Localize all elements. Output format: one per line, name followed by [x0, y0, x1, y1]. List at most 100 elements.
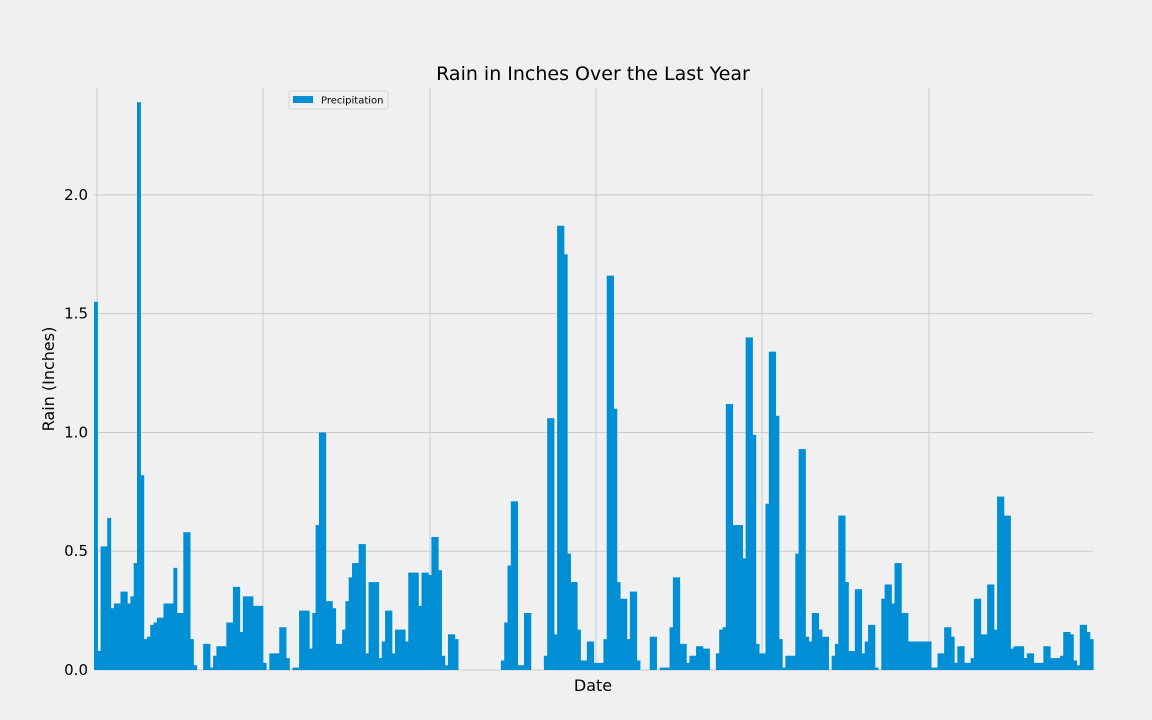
bar — [226, 622, 231, 670]
bar — [325, 601, 330, 670]
bar — [411, 572, 416, 670]
bar — [361, 544, 366, 670]
bar — [507, 565, 512, 670]
bar — [785, 655, 790, 670]
bar — [699, 646, 704, 670]
bar — [391, 653, 396, 670]
bar — [967, 662, 972, 670]
bar — [904, 612, 909, 670]
bar — [408, 572, 413, 670]
bar — [907, 641, 912, 670]
bar — [725, 403, 730, 670]
bar — [338, 643, 343, 670]
bar — [381, 641, 386, 670]
bar — [312, 612, 317, 670]
bar — [729, 403, 734, 670]
bar — [881, 598, 886, 670]
bar — [768, 351, 773, 670]
bar — [547, 418, 552, 670]
bar — [94, 301, 98, 670]
bar — [619, 598, 624, 670]
bar — [1046, 646, 1051, 670]
bar — [633, 591, 638, 670]
bar — [385, 610, 390, 670]
bar — [302, 610, 307, 670]
bar — [110, 608, 115, 670]
bar — [371, 582, 376, 670]
bar — [130, 596, 135, 670]
bar — [944, 627, 949, 670]
bar — [345, 601, 350, 670]
bar — [649, 636, 654, 670]
bar — [848, 651, 853, 670]
bar — [428, 574, 433, 670]
bar — [715, 653, 720, 670]
bar — [365, 653, 370, 670]
bar — [441, 655, 446, 670]
bar — [821, 636, 826, 670]
bar — [216, 646, 221, 670]
bar — [520, 665, 525, 670]
bar — [934, 667, 939, 670]
bar — [292, 667, 297, 670]
bar — [782, 667, 786, 670]
bar — [1010, 648, 1015, 670]
bar — [636, 660, 641, 670]
bar — [1020, 646, 1025, 670]
bar — [249, 596, 254, 670]
bar — [735, 525, 740, 670]
bar — [146, 636, 151, 670]
bar — [911, 641, 915, 670]
bar — [153, 622, 158, 670]
bar — [610, 275, 614, 670]
bar — [1006, 515, 1011, 670]
bar — [401, 629, 406, 670]
bar — [596, 662, 601, 670]
bar — [348, 577, 353, 670]
bar — [424, 572, 429, 670]
bar — [550, 418, 555, 670]
bar — [1056, 658, 1061, 670]
bar — [107, 517, 112, 670]
bar — [500, 660, 505, 670]
bar — [524, 612, 528, 670]
bar — [514, 501, 519, 670]
bar — [937, 653, 942, 670]
bar — [748, 337, 753, 670]
bar — [113, 603, 118, 670]
bar — [127, 603, 131, 670]
bar — [1026, 653, 1031, 670]
bar — [318, 432, 323, 670]
legend-box — [288, 90, 389, 110]
bar — [117, 603, 122, 670]
bar — [772, 351, 777, 670]
bar — [209, 667, 214, 670]
bar — [1059, 655, 1064, 670]
bar — [940, 653, 945, 670]
bar — [309, 648, 313, 670]
bar — [272, 653, 277, 670]
bar — [997, 496, 1001, 670]
bar — [1089, 639, 1094, 670]
bar — [805, 636, 810, 670]
bar — [1086, 631, 1091, 670]
bar — [676, 577, 681, 670]
bar — [745, 337, 750, 670]
bar — [808, 641, 813, 670]
bar — [557, 225, 562, 670]
bar — [328, 601, 333, 670]
bar — [818, 629, 823, 670]
bar — [884, 584, 889, 670]
bar — [543, 655, 548, 670]
x-axis-label: Date — [574, 676, 612, 695]
bar — [844, 582, 849, 670]
bar — [970, 658, 975, 670]
bar — [854, 589, 859, 670]
bar-series-precipitation — [94, 102, 1094, 671]
bar — [887, 584, 892, 670]
bar — [834, 643, 839, 670]
bar — [295, 667, 300, 670]
bar — [590, 641, 595, 670]
bar — [517, 665, 522, 670]
